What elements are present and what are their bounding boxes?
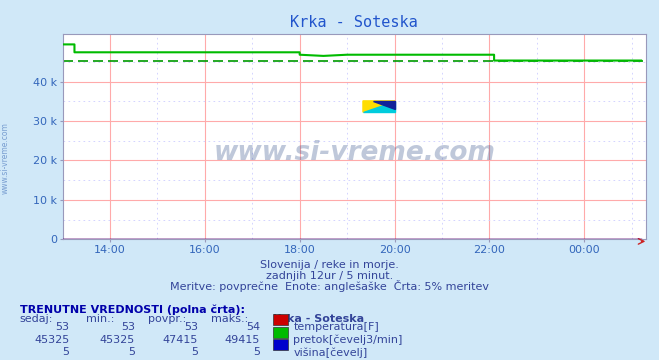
- Text: 54: 54: [246, 322, 260, 332]
- Text: 5: 5: [253, 347, 260, 357]
- Text: 53: 53: [184, 322, 198, 332]
- Text: min.:: min.:: [86, 314, 114, 324]
- Text: temperatura[F]: temperatura[F]: [293, 322, 379, 332]
- Polygon shape: [363, 101, 395, 112]
- Text: 53: 53: [55, 322, 69, 332]
- Text: Slovenija / reke in morje.: Slovenija / reke in morje.: [260, 260, 399, 270]
- Text: višina[čevelj]: višina[čevelj]: [293, 347, 368, 358]
- Text: 47415: 47415: [162, 335, 198, 345]
- Text: sedaj:: sedaj:: [20, 314, 53, 324]
- Text: TRENUTNE VREDNOSTI (polna črta):: TRENUTNE VREDNOSTI (polna črta):: [20, 304, 244, 315]
- Text: 5: 5: [190, 347, 198, 357]
- Text: www.si-vreme.com: www.si-vreme.com: [214, 140, 495, 166]
- Text: povpr.:: povpr.:: [148, 314, 186, 324]
- Text: Meritve: povprečne  Enote: anglešaške  Črta: 5% meritev: Meritve: povprečne Enote: anglešaške Črt…: [170, 280, 489, 292]
- Text: 45325: 45325: [100, 335, 135, 345]
- Text: 53: 53: [121, 322, 135, 332]
- Text: pretok[čevelj3/min]: pretok[čevelj3/min]: [293, 335, 403, 345]
- Text: 5: 5: [128, 347, 135, 357]
- Text: 45325: 45325: [34, 335, 69, 345]
- Text: zadnjih 12ur / 5 minut.: zadnjih 12ur / 5 minut.: [266, 271, 393, 281]
- Title: Krka - Soteska: Krka - Soteska: [291, 15, 418, 30]
- Text: 5: 5: [62, 347, 69, 357]
- Text: 49415: 49415: [225, 335, 260, 345]
- Text: maks.:: maks.:: [211, 314, 248, 324]
- Polygon shape: [372, 101, 395, 109]
- Polygon shape: [363, 101, 395, 112]
- Text: Krka - Soteska: Krka - Soteska: [273, 314, 364, 324]
- Text: www.si-vreme.com: www.si-vreme.com: [1, 122, 10, 194]
